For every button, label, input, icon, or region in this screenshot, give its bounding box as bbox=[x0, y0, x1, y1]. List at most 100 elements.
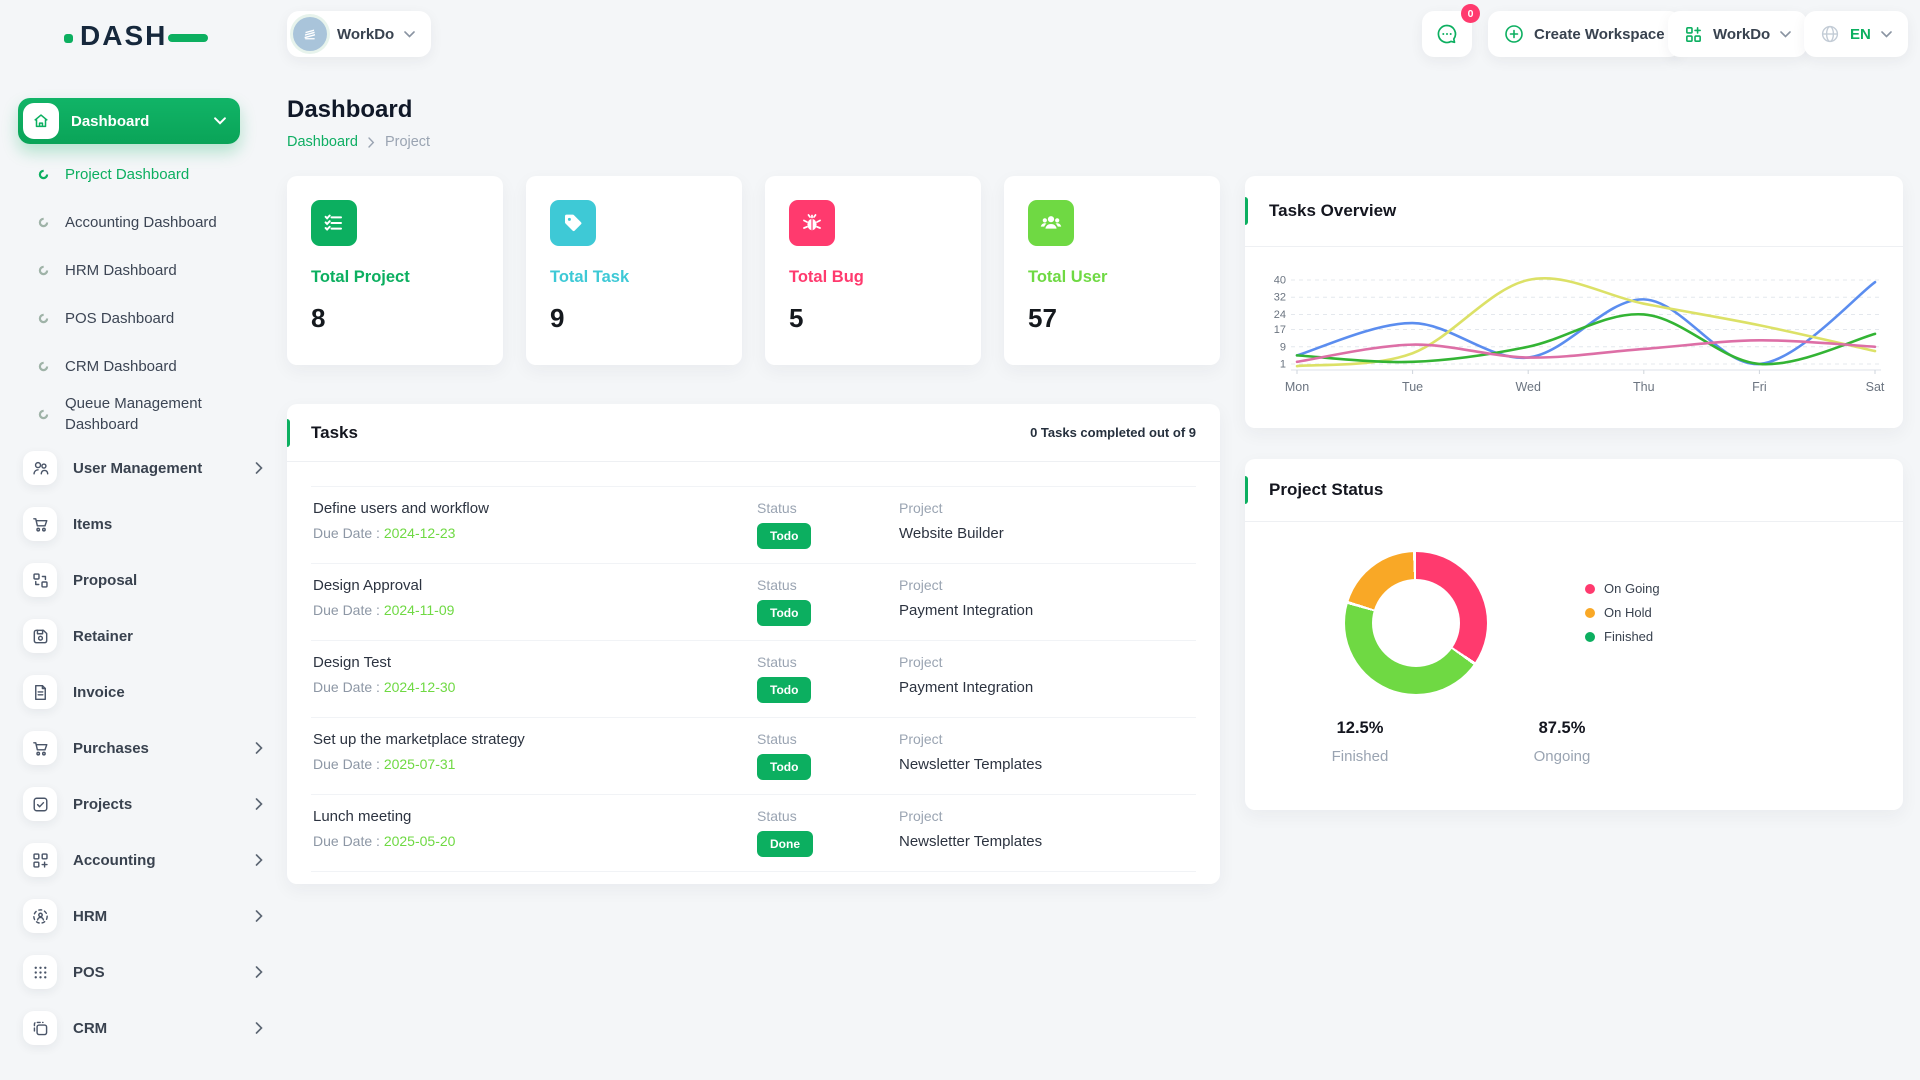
bullet-icon bbox=[38, 169, 49, 179]
chevron-right-icon bbox=[255, 910, 263, 922]
invoice-icon bbox=[34, 684, 46, 700]
grid-plus-icon bbox=[1686, 26, 1701, 42]
project-status-title: Project Status bbox=[1269, 480, 1384, 499]
sidebar-item-purchases[interactable]: Purchases bbox=[0, 720, 285, 776]
svg-text:Fri: Fri bbox=[1752, 380, 1767, 394]
proposal-icon bbox=[32, 572, 48, 588]
plus-circle-icon bbox=[1505, 25, 1523, 43]
sidebar-item-crm-dashboard[interactable]: CRM Dashboard bbox=[0, 342, 285, 390]
svg-text:1: 1 bbox=[1280, 359, 1286, 371]
project-column-label: Project bbox=[899, 808, 943, 824]
stat-label: Total Task bbox=[550, 268, 630, 286]
sidebar-item-invoice[interactable]: Invoice bbox=[0, 664, 285, 720]
checklist-icon bbox=[311, 200, 357, 246]
task-row: Design Test Due Date : 2024-12-30 Status… bbox=[311, 641, 1196, 718]
project-column-label: Project bbox=[899, 500, 943, 516]
bullet-icon bbox=[38, 409, 49, 419]
sidebar-item-queue-management-dashboard[interactable]: Queue Management Dashboard bbox=[0, 390, 285, 438]
task-row: Design Approval Due Date : 2024-11-09 St… bbox=[311, 564, 1196, 641]
dots-grid-icon bbox=[34, 966, 46, 978]
task-due-date: Due Date : 2024-11-09 bbox=[313, 602, 455, 618]
status-badge: Todo bbox=[757, 677, 812, 703]
breadcrumb-dashboard-link[interactable]: Dashboard bbox=[287, 134, 358, 150]
project-column-label: Project bbox=[899, 577, 943, 593]
finished-stat: 12.5% Finished bbox=[1331, 719, 1389, 765]
project-status-panel: Project Status On Going On Hold Finished… bbox=[1245, 459, 1903, 810]
tag-icon bbox=[550, 200, 596, 246]
save-icon bbox=[33, 629, 47, 643]
tasks-summary: 0 Tasks completed out of 9 bbox=[1030, 425, 1196, 440]
sidebar-item-retainer[interactable]: Retainer bbox=[0, 608, 285, 664]
sidebar-item-project-dashboard[interactable]: Project Dashboard bbox=[0, 150, 285, 198]
messages-button[interactable]: 0 bbox=[1422, 4, 1480, 57]
stat-card-total-task: Total Task 9 bbox=[526, 176, 742, 365]
bullet-icon bbox=[38, 217, 49, 227]
task-due-date: Due Date : 2025-07-31 bbox=[313, 756, 456, 772]
globe-icon bbox=[1821, 25, 1839, 43]
sidebar-main-menu: User Management Items Proposal Retainer … bbox=[0, 440, 285, 1056]
workspace-menu-label: WorkDo bbox=[1713, 25, 1771, 43]
language-selector[interactable]: EN bbox=[1804, 11, 1908, 57]
ongoing-stat: 87.5% Ongoing bbox=[1533, 719, 1591, 765]
sidebar-item-user-management[interactable]: User Management bbox=[0, 440, 285, 496]
chevron-right-icon bbox=[255, 742, 263, 754]
svg-text:Tue: Tue bbox=[1402, 380, 1423, 394]
status-column-label: Status bbox=[757, 808, 797, 824]
stat-value: 9 bbox=[550, 303, 565, 333]
svg-text:Sat: Sat bbox=[1866, 380, 1885, 394]
tasks-overview-panel: Tasks Overview 40 32 24 17 9 1 Mon Tue Wed Thu Fri… bbox=[1245, 176, 1903, 428]
sidebar-item-items[interactable]: Items bbox=[0, 496, 285, 552]
workspace-menu-button[interactable]: WorkDo bbox=[1668, 11, 1808, 57]
tasks-title: Tasks bbox=[311, 422, 358, 442]
task-project: Payment Integration bbox=[899, 602, 1034, 619]
stat-label: Total User bbox=[1028, 268, 1108, 286]
sidebar-item-dashboard[interactable]: Dashboard bbox=[18, 98, 240, 144]
task-row: Lunch meeting Due Date : 2025-05-20 Stat… bbox=[311, 795, 1196, 872]
project-column-label: Project bbox=[899, 654, 943, 670]
brand-name: DASH bbox=[80, 20, 168, 51]
panel-accent-bar bbox=[1245, 476, 1248, 504]
status-badge: Todo bbox=[757, 754, 812, 780]
sidebar-item-hrm[interactable]: HRM bbox=[0, 888, 285, 944]
panel-accent-bar bbox=[1245, 197, 1248, 225]
language-code: EN bbox=[1850, 25, 1871, 43]
chevron-right-icon bbox=[255, 798, 263, 810]
chevron-down-icon bbox=[404, 30, 416, 38]
chevron-right-icon bbox=[368, 136, 375, 148]
chevron-down-icon bbox=[214, 117, 226, 125]
task-title: Design Test bbox=[313, 654, 392, 671]
brand-dot-icon bbox=[64, 33, 73, 43]
sidebar-item-hrm-dashboard[interactable]: HRM Dashboard bbox=[0, 246, 285, 294]
sidebar-item-proposal[interactable]: Proposal bbox=[0, 552, 285, 608]
sidebar-item-accounting-dashboard[interactable]: Accounting Dashboard bbox=[0, 198, 285, 246]
sidebar-item-projects[interactable]: Projects bbox=[0, 776, 285, 832]
chevron-right-icon bbox=[255, 966, 263, 978]
brand-logo: DASH bbox=[64, 20, 209, 52]
svg-text:9: 9 bbox=[1280, 341, 1286, 353]
sidebar-item-pos-dashboard[interactable]: POS Dashboard bbox=[0, 294, 285, 342]
legend-item: Finished bbox=[1585, 629, 1660, 644]
svg-text:24: 24 bbox=[1274, 309, 1286, 321]
bullet-icon bbox=[38, 361, 49, 371]
sidebar-item-pos[interactable]: POS bbox=[0, 944, 285, 1000]
stat-cards: Total Project 8 Total Task 9 Total Bug 5… bbox=[287, 176, 1220, 365]
task-list: Define users and workflow Due Date : 202… bbox=[311, 486, 1196, 872]
create-workspace-button[interactable]: Create Workspace bbox=[1488, 11, 1681, 57]
project-status-stats: 12.5% Finished 87.5% Ongoing bbox=[1285, 719, 1637, 765]
sidebar-item-accounting[interactable]: Accounting bbox=[0, 832, 285, 888]
workspace-avatar bbox=[293, 17, 327, 51]
task-project: Payment Integration bbox=[899, 679, 1034, 696]
brand-dash-icon bbox=[168, 34, 209, 42]
breadcrumb: Dashboard Project bbox=[287, 134, 430, 150]
page-title: Dashboard bbox=[287, 96, 413, 123]
task-title: Lunch meeting bbox=[313, 808, 412, 825]
task-project: Website Builder bbox=[899, 525, 1004, 542]
stat-value: 8 bbox=[311, 303, 326, 333]
status-badge: Todo bbox=[757, 523, 812, 549]
frames-icon bbox=[33, 1021, 47, 1035]
tasks-panel: Tasks 0 Tasks completed out of 9 Define … bbox=[287, 404, 1220, 884]
workspace-selector[interactable]: WorkDo bbox=[287, 11, 432, 57]
sidebar-item-crm[interactable]: CRM bbox=[0, 1000, 285, 1056]
chevron-right-icon bbox=[255, 854, 263, 866]
